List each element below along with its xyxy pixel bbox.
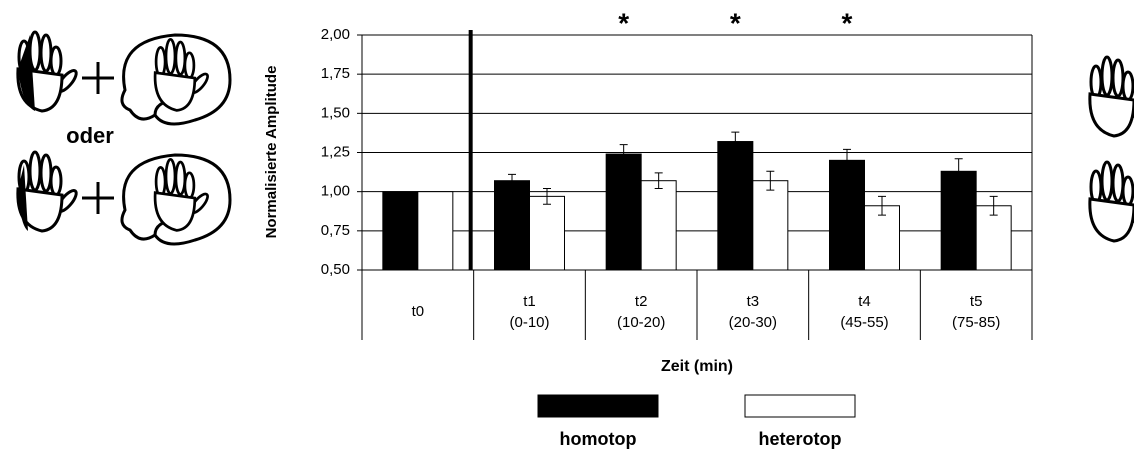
illustration-label: oder <box>66 123 114 148</box>
illustration-right <box>1090 57 1134 241</box>
chart: oder Normalisierte Amplitude Zeit (min) … <box>0 0 1134 454</box>
x-tick-label: t5 <box>970 293 983 310</box>
y-tick-label: 1,50 <box>321 104 350 121</box>
significance-marker: * <box>730 7 741 38</box>
y-tick-label: 2,00 <box>321 26 350 43</box>
x-tick-label: t2 <box>635 293 648 310</box>
y-tick-label: 1,00 <box>321 183 350 200</box>
bar <box>830 160 865 270</box>
bar <box>383 192 418 270</box>
legend-label: heterotop <box>759 429 842 449</box>
legend-swatch <box>538 395 658 417</box>
bar <box>606 154 641 270</box>
y-tick-label: 1,25 <box>321 143 350 160</box>
x-tick-label: (10-20) <box>617 314 665 331</box>
x-tick-label: (0-10) <box>509 314 549 331</box>
significance-marker: * <box>618 7 629 38</box>
x-tick-label: (75-85) <box>952 314 1000 331</box>
y-tick-label: 1,75 <box>321 65 350 82</box>
legend-swatch <box>745 395 855 417</box>
bar <box>753 181 788 270</box>
y-axis-label: Normalisierte Amplitude <box>263 66 280 239</box>
bar <box>495 181 530 270</box>
legend-label: homotop <box>560 429 637 449</box>
y-tick-label: 0,50 <box>321 261 350 278</box>
bar <box>941 171 976 270</box>
x-axis-label: Zeit (min) <box>661 358 733 375</box>
x-tick-label: t1 <box>523 293 536 310</box>
x-tick-label: t4 <box>858 293 871 310</box>
x-tick-label: (20-30) <box>729 314 777 331</box>
bar <box>641 181 676 270</box>
x-tick-label: (45-55) <box>840 314 888 331</box>
x-tick-label: t0 <box>412 303 425 320</box>
bar <box>530 196 565 270</box>
illustration-left: oder <box>18 32 230 244</box>
bar <box>418 192 453 270</box>
y-tick-label: 0,75 <box>321 222 350 239</box>
significance-marker: * <box>842 7 853 38</box>
x-tick-label: t3 <box>747 293 760 310</box>
bar <box>718 142 753 270</box>
